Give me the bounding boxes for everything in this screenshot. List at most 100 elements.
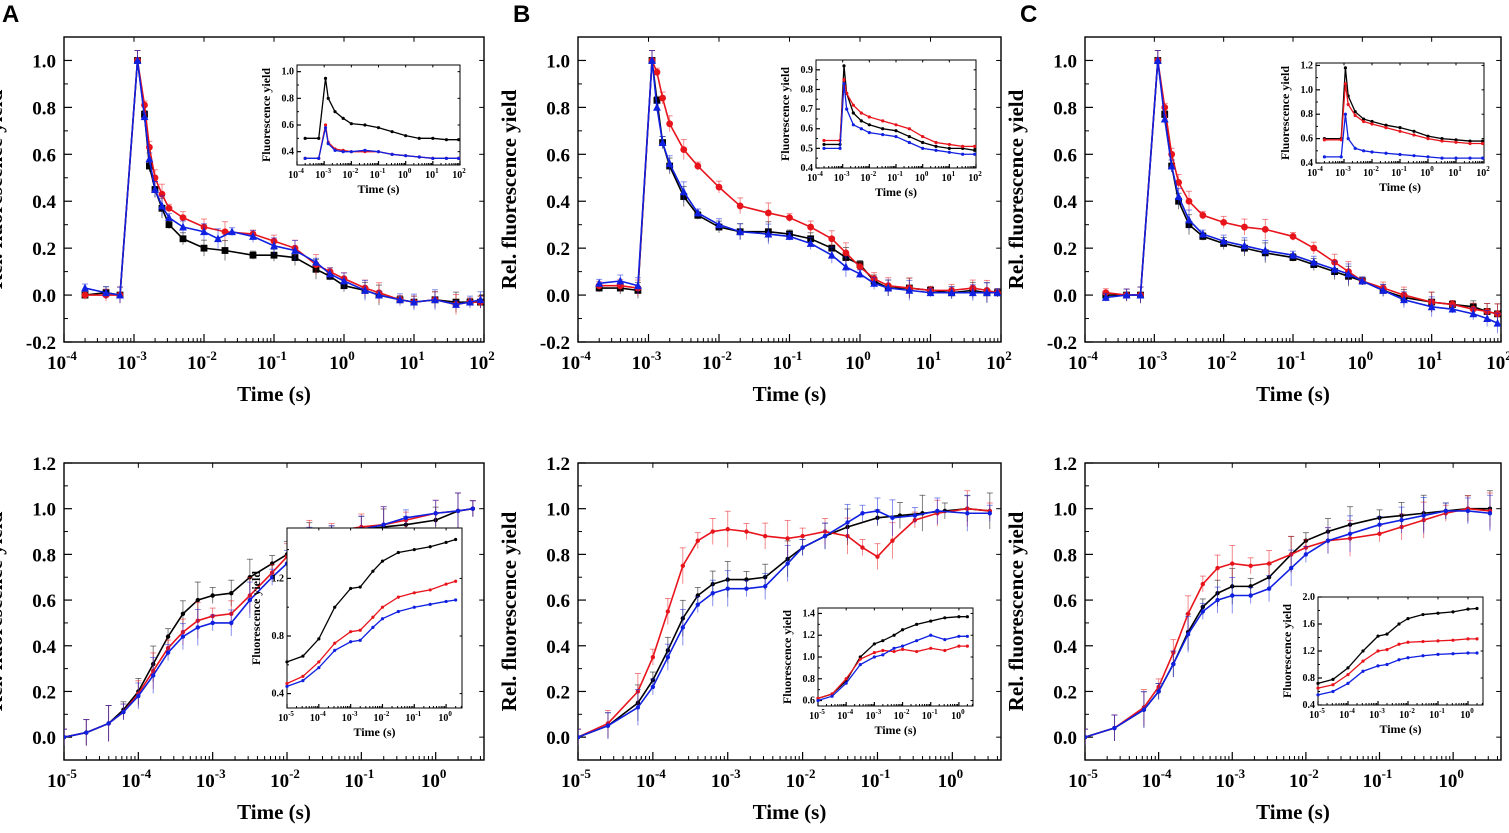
inset-data-point-black xyxy=(301,654,305,658)
data-point-blue xyxy=(680,625,686,630)
inset-x-tick-label: 10-2 xyxy=(894,708,910,722)
data-point-black xyxy=(229,591,234,596)
data-point-blue xyxy=(634,281,642,290)
data-point-blue xyxy=(875,508,880,514)
inset-y-tick-label: 0.8 xyxy=(1301,109,1314,120)
data-point-blue xyxy=(145,154,154,163)
main-x-tick-label: 10-3 xyxy=(632,348,662,374)
main-y-tick-label: 0.2 xyxy=(1053,239,1077,260)
inset-data-point-blue xyxy=(892,646,896,650)
data-point-blue xyxy=(842,262,850,271)
inset-data-point-red xyxy=(881,648,885,653)
data-point-blue xyxy=(1085,734,1088,740)
inset-data-point-red xyxy=(454,579,458,583)
data-point-blue xyxy=(1483,314,1492,322)
data-point-blue xyxy=(214,234,222,243)
inset-data-point-black xyxy=(1361,649,1365,653)
y-axis-title: Rel. fluorescence yield xyxy=(497,511,521,711)
inset-y-tick-label: 0.4 xyxy=(1303,700,1316,711)
inset-data-point-black xyxy=(303,136,307,140)
main-x-tick-label: 100 xyxy=(421,766,447,792)
main-x-tick-label: 10-1 xyxy=(861,766,891,792)
data-point-red xyxy=(1185,197,1193,205)
data-point-red xyxy=(653,68,661,76)
data-point-blue xyxy=(1399,517,1404,523)
data-point-blue xyxy=(247,597,253,603)
inset-data-point-red xyxy=(1421,639,1425,644)
inset-x-tick-label: 101 xyxy=(425,167,439,181)
main-y-tick-label: 1.0 xyxy=(32,500,56,521)
data-point-blue xyxy=(452,300,460,308)
inset-x-axis-title: Time (s) xyxy=(357,182,399,196)
inset-y-tick-label: 1.0 xyxy=(803,652,816,663)
inset-x-axis-title: Time (s) xyxy=(875,185,917,199)
inset-x-tick-label: 102 xyxy=(452,167,466,181)
data-point-red xyxy=(666,120,674,128)
inset-data-point-blue xyxy=(428,602,432,606)
inset-data-point-blue xyxy=(1451,652,1455,656)
inset-y-tick-label: 1.2 xyxy=(272,573,285,584)
inset-x-tick-label: 10-3 xyxy=(342,710,358,724)
inset-y-tick-label: 0.6 xyxy=(282,120,295,131)
inset-data-point-red xyxy=(867,115,871,119)
inset-data-point-black xyxy=(333,605,337,609)
inset-data-point-blue xyxy=(1385,662,1389,667)
inset-data-point-black xyxy=(1370,119,1374,124)
data-point-blue xyxy=(845,520,850,525)
main-y-tick-label: 0.8 xyxy=(1053,545,1077,566)
inset-data-point-red xyxy=(1384,126,1388,130)
data-point-red xyxy=(744,529,749,534)
data-point-blue xyxy=(947,288,956,297)
panel-a-bottom: 10-5 10-4 10-3 10-2 10-1 100 0.0 0.2 0.4 0.6 0.8 1.… xyxy=(0,454,485,824)
x-axis-title: Time (s) xyxy=(753,800,827,824)
data-point-blue xyxy=(785,232,794,240)
data-point-blue xyxy=(270,241,278,250)
inset-data-point-blue xyxy=(457,156,461,160)
data-point-blue xyxy=(1443,508,1448,514)
inset-data-point-red xyxy=(1376,649,1380,653)
data-point-blue xyxy=(64,734,67,740)
main-y-tick-label: 1.0 xyxy=(1053,500,1077,521)
inset-data-point-black xyxy=(1466,607,1470,611)
main-x-tick-label: 10-1 xyxy=(773,348,803,374)
inset-data-point-black xyxy=(892,633,896,637)
inset-data-point-blue xyxy=(1406,656,1410,660)
inset-data-point-blue xyxy=(1426,155,1430,159)
inset-data-point-blue xyxy=(1412,154,1416,158)
series-line-red xyxy=(1105,60,1498,315)
inset-data-point-black xyxy=(317,136,321,140)
inset-data-point-blue xyxy=(894,134,898,139)
data-point-blue xyxy=(1200,609,1206,614)
inset-b-bottom: 10-5 10-4 10-3 10-2 10-1 100 0.6 0.8 1.0 1.2 1.4 Ti… xyxy=(780,607,974,737)
data-point-blue xyxy=(983,288,991,297)
data-point-blue xyxy=(1347,531,1353,537)
inset-y-tick-label: 1.2 xyxy=(1303,646,1316,657)
inset-y-tick-label: 0.8 xyxy=(1303,673,1316,684)
inset-data-point-blue xyxy=(1316,693,1320,697)
data-point-blue xyxy=(121,709,126,715)
main-x-tick-label: 10-2 xyxy=(702,348,732,374)
inset-data-point-blue xyxy=(921,146,925,150)
main-y-tick-label: 0.0 xyxy=(1053,728,1077,749)
data-point-blue xyxy=(764,229,773,238)
data-point-blue xyxy=(1185,632,1191,637)
data-point-blue xyxy=(785,561,790,566)
main-y-tick-label: 1.0 xyxy=(32,51,56,72)
inset-data-point-black xyxy=(380,559,385,563)
data-point-red xyxy=(1230,561,1235,566)
data-point-red xyxy=(650,654,656,660)
inset-data-point-blue xyxy=(454,598,458,602)
main-y-tick-label: 1.0 xyxy=(546,51,570,72)
inset-data-point-red xyxy=(428,588,432,592)
panel-c-top: 10-4 10-3 10-2 10-1 100 101 102 -0.2 0.0 0.2 0.4 0.… xyxy=(1004,36,1509,406)
inset-data-point-blue xyxy=(1339,155,1343,159)
inset-data-point-red xyxy=(842,78,846,82)
data-point-blue xyxy=(710,591,715,596)
inset-data-point-blue xyxy=(844,681,848,685)
inset-data-point-black xyxy=(842,64,846,68)
inset-data-point-blue xyxy=(929,633,933,637)
inset-data-point-blue xyxy=(943,637,947,642)
data-point-red xyxy=(179,214,187,222)
inset-x-tick-label: 10-1 xyxy=(370,167,386,181)
